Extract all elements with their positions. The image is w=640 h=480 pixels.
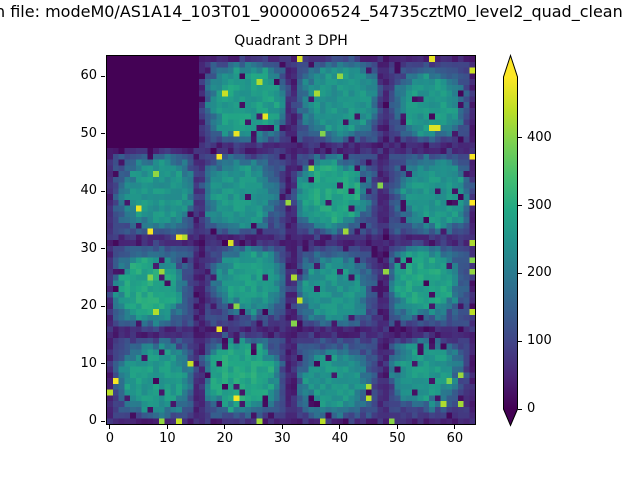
y-tick-label: 30 [80,240,97,256]
colorbar [503,53,518,427]
axes-title: Quadrant 3 DPH [234,33,348,49]
y-tick-label: 50 [80,125,97,141]
y-tick-label: 20 [80,298,97,314]
x-tick-label: 0 [105,431,115,446]
x-tick-label: 50 [389,431,406,446]
x-tick-mark [396,425,398,429]
x-tick-mark [339,425,341,429]
colorbar-tick-label: 100 [527,333,552,349]
colorbar-extend-min-arrow [503,409,518,426]
y-tick-mark [101,363,105,365]
y-tick-mark [101,133,105,135]
y-tick-mark [101,420,105,422]
x-tick-mark [224,425,226,429]
x-tick-mark [166,425,168,429]
y-tick-mark [101,190,105,192]
colorbar-gradient-body [503,77,518,409]
colorbar-tick-mark [518,408,522,410]
colorbar-tick-label: 300 [527,197,552,213]
colorbar-extend-max-arrow [503,55,518,77]
y-tick-mark [101,305,105,307]
y-tick-label: 10 [80,355,97,371]
y-tick-label: 0 [88,413,97,429]
x-tick-mark [454,425,456,429]
colorbar-tick-mark [518,137,522,139]
x-tick-mark [109,425,111,429]
colorbar-tick-mark [518,205,522,207]
x-tick-mark [281,425,283,429]
figure-suptitle: n file: modeM0/AS1A14_103T01_9000006524_… [0,2,623,21]
x-tick-label: 40 [331,431,349,446]
x-tick-label: 30 [274,431,291,446]
y-tick-label: 40 [80,183,97,199]
colorbar-tick-label: 200 [527,265,552,281]
colorbar-tick-mark [518,272,522,274]
heatmap-canvas [107,56,475,424]
x-tick-label: 60 [446,431,464,446]
colorbar-tick-label: 400 [527,129,552,145]
x-tick-label: 10 [159,431,176,446]
y-tick-mark [101,75,105,77]
y-tick-label: 60 [80,68,97,84]
colorbar-tick-label: 0 [527,401,536,416]
colorbar-tick-mark [518,340,522,342]
colorbar-outline [503,53,518,427]
axes-frame [106,55,476,425]
y-tick-mark [101,248,105,250]
x-tick-label: 20 [216,431,234,446]
